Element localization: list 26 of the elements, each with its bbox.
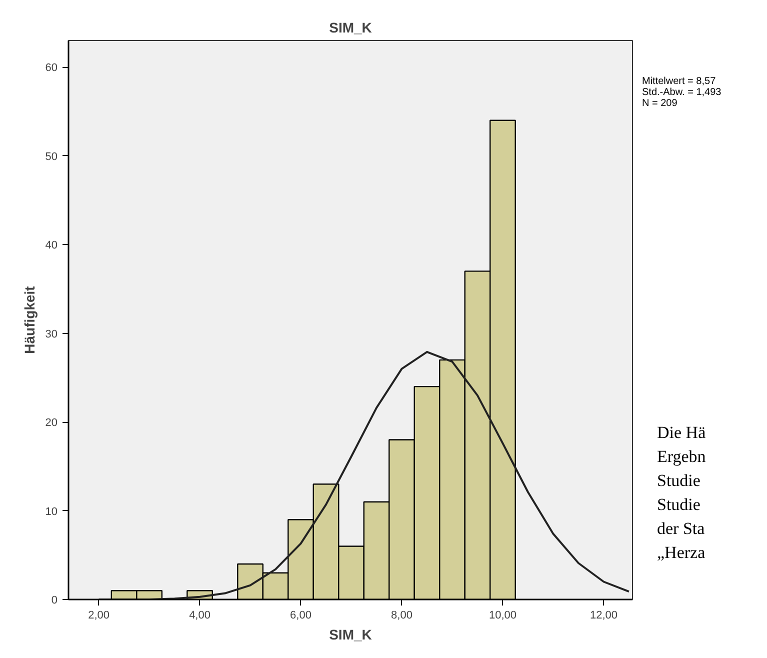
line-series: [98, 350, 630, 600]
y-axis-title: Häufigkeit: [21, 286, 38, 354]
y-tick-label: 40: [45, 240, 58, 252]
text: N = 209: [642, 98, 678, 109]
y-tick-label: 50: [45, 150, 58, 163]
text: Ergebn: [657, 447, 706, 466]
x-tick-label: 10,00: [488, 610, 516, 622]
x-tick-label: 6,00: [290, 610, 312, 622]
text: Mittelwert = 8,57: [642, 76, 716, 87]
x-tick-label: 4,00: [189, 610, 210, 622]
x-axis-title: SIM_K: [329, 626, 372, 642]
y-tick-label: 10: [45, 506, 58, 518]
text: Studie: [657, 471, 700, 490]
x-tick-label: 2,00: [88, 610, 110, 622]
y-tick-label: 60: [45, 62, 58, 74]
chart-title: SIM_K: [329, 20, 372, 36]
x-tick-label: 8,00: [391, 610, 412, 622]
text: Std.-Abw. = 1,493: [642, 87, 722, 98]
text: Studie: [657, 495, 700, 514]
text: Die Hä: [657, 423, 706, 442]
text: „Herza: [657, 543, 706, 562]
y-tick-label: 20: [45, 417, 58, 430]
y-tick-label: 0: [51, 594, 58, 606]
x-tick-label: 12,00: [590, 610, 618, 622]
text: der Sta: [657, 519, 705, 538]
y-tick-label: 30: [45, 328, 58, 340]
